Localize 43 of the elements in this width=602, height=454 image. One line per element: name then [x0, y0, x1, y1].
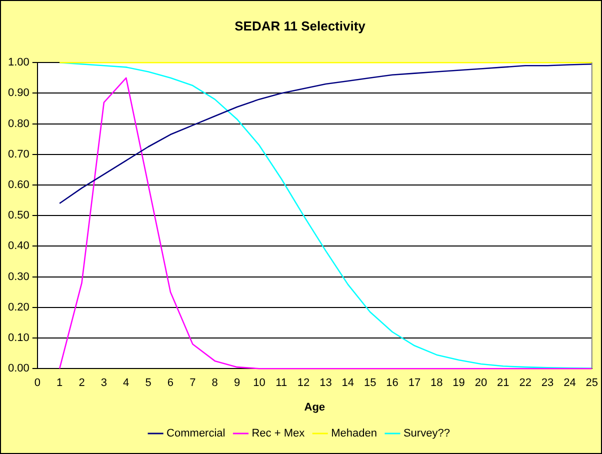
x-tick-label: 4	[123, 377, 130, 390]
y-tick-label: 0.40	[8, 240, 30, 252]
y-tick-label: 0.10	[8, 332, 30, 344]
x-tick-label: 17	[408, 377, 421, 390]
legend-label: Survey??	[403, 428, 450, 440]
x-tick-label: 5	[145, 377, 152, 390]
legend-label: Commercial	[166, 428, 226, 440]
legend-label: Mehaden	[331, 428, 377, 440]
x-tick-label: 13	[320, 377, 332, 390]
x-tick-label: 18	[430, 377, 443, 390]
x-tick-label: 2	[78, 377, 85, 390]
legend-label: Rec + Mex	[252, 428, 306, 440]
x-tick-label: 24	[564, 377, 576, 390]
x-tick-label: 14	[342, 377, 354, 390]
x-tick-label: 22	[519, 377, 532, 390]
x-tick-label: 3	[100, 377, 108, 390]
x-axis-title: Age	[304, 401, 326, 414]
y-tick-label: 1.00	[8, 56, 30, 69]
y-tick-label: 0.30	[8, 270, 30, 283]
y-tick-label: 0.90	[8, 87, 30, 100]
x-tick-label: 8	[212, 377, 218, 390]
x-tick-label: 1	[56, 377, 63, 390]
x-tick-label: 21	[497, 377, 510, 390]
y-tick-label: 0.60	[8, 179, 30, 192]
x-tick-label: 20	[474, 377, 488, 390]
x-tick-label: 16	[386, 377, 398, 390]
x-tick-label: 23	[541, 377, 554, 390]
x-tick-label: 15	[364, 377, 376, 390]
chart-title: SEDAR 11 Selectivity	[234, 18, 366, 34]
x-tick-label: 7	[190, 377, 196, 390]
x-tick-label: 9	[234, 377, 240, 390]
y-tick-label: 0.00	[8, 362, 30, 375]
x-tick-label: 6	[167, 377, 174, 390]
x-tick-label: 19	[452, 377, 465, 390]
y-tick-label: 0.70	[8, 148, 30, 160]
x-tick-label: 25	[586, 377, 598, 390]
x-tick-label: 12	[297, 377, 310, 390]
y-tick-label: 0.50	[8, 210, 30, 222]
x-tick-label: 10	[253, 377, 266, 390]
x-tick-label: 11	[276, 377, 288, 390]
y-tick-label: 0.80	[8, 118, 30, 130]
y-tick-label: 0.20	[8, 301, 30, 314]
x-tick-label: 0	[34, 377, 40, 390]
